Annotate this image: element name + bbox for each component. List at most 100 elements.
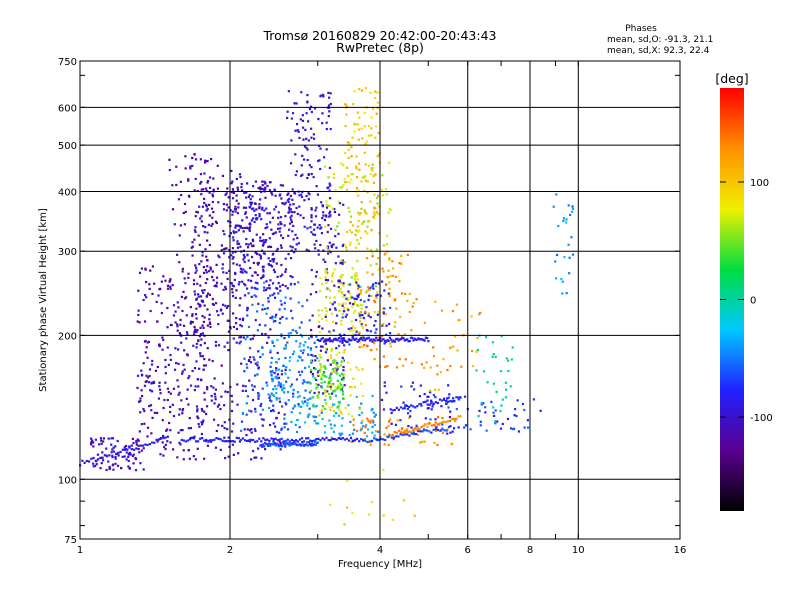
data-point	[436, 428, 440, 432]
data-point	[250, 255, 254, 259]
data-point	[377, 131, 380, 135]
data-point	[365, 337, 368, 340]
data-point	[260, 444, 263, 447]
data-point	[412, 405, 415, 408]
data-point	[374, 136, 377, 139]
data-point	[439, 429, 442, 432]
data-point	[315, 345, 318, 349]
data-point	[344, 246, 348, 249]
data-point	[231, 210, 235, 213]
data-point	[262, 418, 265, 421]
data-point	[200, 180, 203, 184]
data-point	[246, 366, 249, 369]
data-point	[265, 223, 268, 226]
data-point	[260, 402, 263, 406]
data-point	[366, 191, 369, 194]
data-point	[214, 220, 218, 223]
data-point	[194, 330, 197, 334]
data-point	[184, 440, 187, 443]
data-point	[270, 374, 273, 377]
data-point	[176, 323, 179, 326]
data-point	[141, 444, 145, 447]
data-point	[348, 302, 352, 305]
data-point	[413, 514, 416, 517]
data-point	[194, 313, 198, 316]
data-point	[203, 304, 206, 307]
data-point	[161, 419, 164, 422]
data-point	[214, 388, 218, 391]
data-point	[267, 393, 270, 396]
data-point	[431, 404, 434, 407]
data-point	[332, 368, 335, 371]
data-point	[410, 426, 413, 429]
data-point	[329, 210, 332, 213]
colorbar-tick-label: 0	[750, 296, 756, 307]
data-point	[361, 338, 364, 342]
data-point	[324, 214, 328, 217]
data-point	[273, 442, 277, 445]
data-point	[315, 422, 318, 425]
data-point	[167, 363, 170, 367]
data-point	[353, 385, 356, 389]
data-point	[382, 338, 385, 341]
data-point	[356, 211, 360, 214]
data-point	[260, 218, 263, 221]
data-point	[406, 299, 409, 303]
data-point	[138, 430, 141, 433]
data-point	[434, 396, 437, 399]
data-point	[570, 236, 573, 239]
data-point	[334, 360, 337, 363]
data-point	[318, 414, 321, 417]
data-point	[140, 373, 144, 376]
data-point	[252, 261, 255, 265]
data-point	[339, 340, 342, 343]
data-point	[457, 319, 460, 322]
data-point	[306, 346, 310, 349]
data-point	[429, 418, 432, 421]
data-point	[199, 378, 203, 381]
data-point	[328, 215, 331, 218]
data-point	[332, 338, 336, 341]
data-point	[411, 381, 414, 384]
data-point	[332, 329, 335, 332]
data-point	[184, 167, 187, 170]
data-point	[351, 336, 354, 339]
data-point	[196, 282, 199, 285]
data-point	[327, 224, 330, 227]
data-point	[164, 358, 167, 362]
data-point	[203, 398, 206, 401]
data-point	[162, 275, 165, 278]
data-point	[375, 336, 378, 339]
data-point	[269, 370, 272, 373]
data-point	[223, 233, 226, 236]
data-point	[120, 466, 123, 470]
data-point	[245, 439, 249, 442]
data-point	[189, 167, 192, 170]
data-point	[168, 168, 171, 172]
data-point	[449, 346, 452, 349]
data-point	[144, 267, 147, 270]
data-point	[181, 412, 184, 415]
data-point	[242, 384, 245, 387]
data-point	[312, 367, 316, 370]
data-point	[285, 380, 288, 383]
data-point	[204, 281, 207, 285]
data-point	[254, 180, 258, 183]
data-point	[363, 189, 366, 192]
data-point	[399, 337, 403, 341]
data-point	[304, 128, 307, 131]
data-point	[199, 284, 202, 287]
data-point	[348, 385, 352, 389]
data-point	[279, 382, 282, 385]
data-point	[341, 393, 345, 396]
data-point	[386, 338, 389, 342]
data-point	[203, 230, 206, 234]
data-point	[259, 188, 262, 191]
data-point	[426, 403, 429, 406]
data-point	[358, 337, 362, 341]
data-point	[329, 423, 333, 426]
data-point	[419, 402, 422, 406]
data-point	[322, 365, 326, 368]
data-point	[248, 429, 251, 432]
data-point	[267, 297, 270, 300]
